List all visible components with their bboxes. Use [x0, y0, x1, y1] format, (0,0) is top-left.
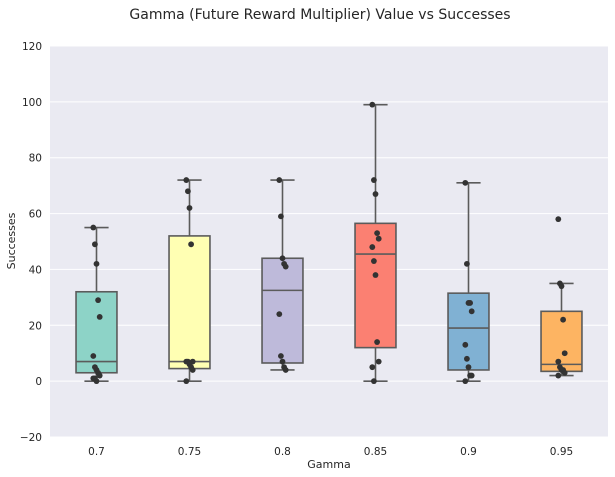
- data-point: [369, 244, 376, 250]
- data-point: [189, 367, 196, 373]
- data-point: [96, 372, 103, 379]
- x-tick-label: 0.95: [550, 446, 573, 458]
- box: [261, 257, 304, 364]
- data-point: [371, 177, 377, 183]
- box-group: [261, 177, 304, 373]
- data-point: [282, 367, 289, 373]
- x-tick-label: 0.9: [460, 446, 477, 458]
- y-tick-label: 80: [29, 153, 42, 165]
- data-point: [278, 353, 284, 359]
- data-point: [372, 272, 379, 278]
- chart-title: Gamma (Future Reward Multiplier) Value v…: [129, 7, 510, 23]
- data-point: [467, 300, 473, 306]
- box-group: [168, 177, 211, 385]
- data-point: [183, 378, 190, 385]
- y-tick-label: 0: [35, 376, 42, 388]
- box: [75, 290, 118, 374]
- data-point: [90, 224, 97, 231]
- y-tick-label: 100: [22, 97, 42, 109]
- data-point: [374, 230, 380, 237]
- data-point: [96, 314, 103, 320]
- box-group: [354, 101, 397, 385]
- data-point: [282, 263, 289, 270]
- data-point: [555, 216, 562, 223]
- data-point: [561, 369, 568, 376]
- box-group: [447, 179, 490, 385]
- data-point: [462, 341, 469, 348]
- data-point: [278, 213, 284, 220]
- data-point: [186, 205, 193, 211]
- y-tick-label: 60: [29, 209, 42, 221]
- data-point: [375, 235, 382, 242]
- data-point: [462, 378, 469, 385]
- data-point: [464, 260, 470, 267]
- data-point: [468, 308, 475, 315]
- box: [168, 235, 211, 370]
- data-point: [375, 358, 382, 365]
- x-tick-label: 0.85: [364, 446, 387, 458]
- data-point: [371, 378, 377, 385]
- box-group: [540, 216, 583, 379]
- box-group: [75, 224, 118, 385]
- data-point: [555, 372, 562, 379]
- data-point: [369, 101, 376, 108]
- data-point: [93, 260, 100, 267]
- data-point: [369, 364, 376, 371]
- box: [354, 222, 397, 349]
- x-tick-labels: 0.7 0.75 0.8 0.85 0.9 0.95: [88, 446, 573, 458]
- data-point: [92, 241, 98, 248]
- boxes: [75, 101, 583, 385]
- data-point: [93, 378, 100, 385]
- plot-area: [50, 46, 608, 437]
- data-point: [465, 364, 472, 371]
- data-point: [561, 350, 568, 357]
- y-axis-label: Successes: [5, 212, 18, 269]
- data-point: [555, 358, 562, 365]
- data-point: [276, 177, 283, 183]
- data-point: [185, 188, 191, 195]
- x-tick-label: 0.75: [178, 446, 201, 458]
- data-point: [279, 358, 286, 365]
- x-tick-label: 0.8: [274, 446, 291, 458]
- data-point: [183, 177, 190, 183]
- data-point: [279, 255, 286, 262]
- data-point: [558, 283, 565, 290]
- gridlines: [50, 45, 608, 438]
- data-point: [371, 258, 377, 264]
- data-point: [188, 241, 195, 248]
- data-point: [95, 297, 101, 304]
- data-point: [276, 311, 283, 318]
- data-point: [374, 339, 380, 345]
- y-tick-label: 20: [29, 320, 42, 332]
- data-point: [468, 372, 475, 379]
- data-point: [90, 353, 97, 359]
- data-point: [462, 179, 469, 186]
- data-point: [560, 316, 566, 323]
- y-tick-label: 40: [29, 264, 42, 276]
- y-tick-label: −20: [20, 432, 42, 444]
- data-point: [372, 191, 379, 197]
- x-axis-label: Gamma: [307, 458, 350, 471]
- y-tick-label: 120: [22, 41, 42, 53]
- data-point: [464, 355, 470, 362]
- y-tick-labels: −20 0 20 40 60 80 100 120: [20, 41, 42, 444]
- x-tick-label: 0.7: [88, 446, 105, 458]
